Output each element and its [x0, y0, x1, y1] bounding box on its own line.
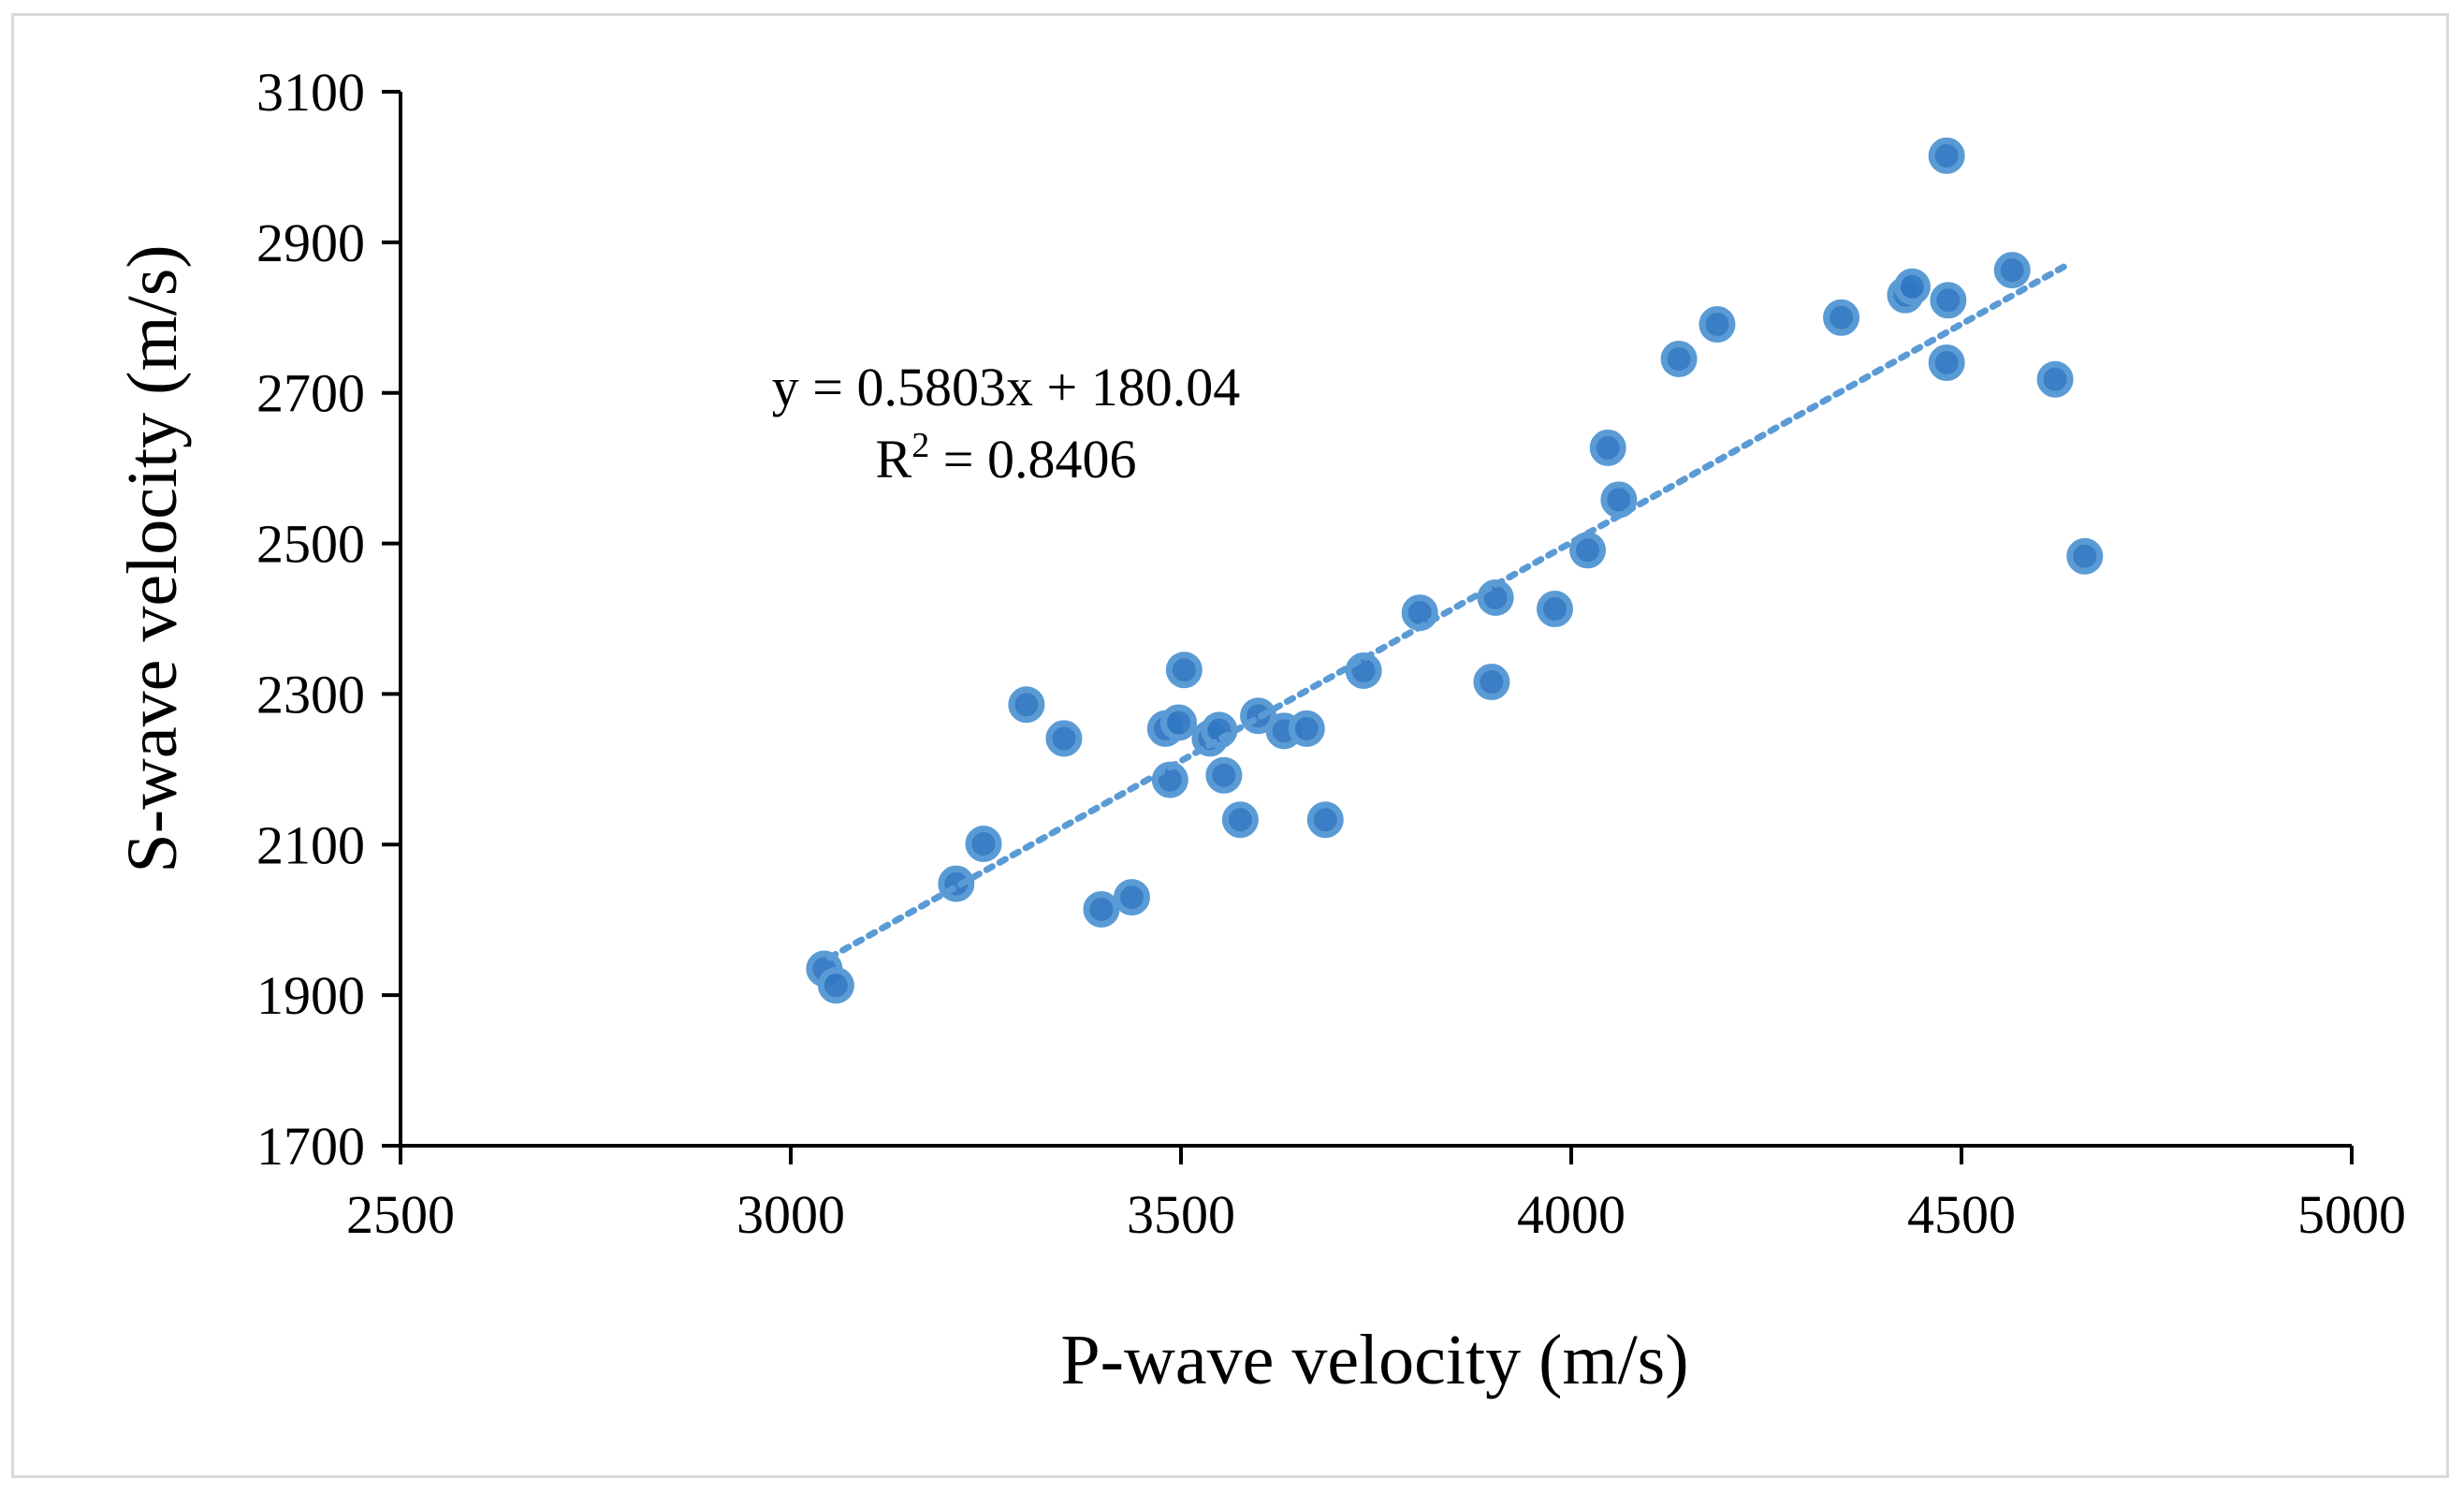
y-tick-label: 1700	[256, 1116, 365, 1177]
r-squared-superscript: 2	[911, 426, 929, 465]
data-point	[1306, 801, 1344, 839]
y-tick-label: 3100	[256, 62, 365, 123]
x-tick-label: 5000	[2297, 1184, 2406, 1245]
labels-layer: P-wave velocity (m/s) S-wave velocity (m…	[113, 244, 1689, 1399]
data-point	[817, 967, 854, 1004]
r-squared-prefix: R	[876, 429, 912, 490]
r-squared-label: R2 = 0.8406	[876, 426, 1137, 490]
data-point	[965, 825, 1002, 862]
data-point	[1113, 879, 1150, 916]
data-point	[2066, 537, 2104, 575]
r-squared-value: = 0.8406	[929, 429, 1136, 490]
trendline-equation: y = 0.5803x + 180.04	[772, 357, 1240, 417]
y-tick-label: 2100	[256, 814, 365, 875]
data-point	[1221, 801, 1259, 839]
data-point	[1928, 344, 1965, 382]
x-tick-label: 3000	[736, 1184, 845, 1245]
y-axis-title: S-wave velocity (m/s)	[113, 244, 192, 872]
trendline-layer	[826, 259, 2075, 961]
chart-frame	[11, 13, 2449, 1478]
y-tick-label: 2500	[256, 514, 365, 575]
x-tick-label: 4500	[1907, 1184, 2016, 1245]
points-layer	[806, 137, 2104, 1004]
y-tick-label: 2700	[256, 363, 365, 424]
y-tick-label: 1900	[256, 965, 365, 1026]
data-point	[1201, 711, 1238, 749]
data-point	[1699, 306, 1736, 344]
y-tick-label: 2300	[256, 664, 365, 725]
data-point	[2036, 360, 2074, 398]
axes: 1700 1900 2100 2300 2500 2700 2900 3100 2500 3000…	[256, 62, 2406, 1245]
data-point	[1893, 268, 1931, 305]
data-point	[1930, 282, 1967, 319]
data-point	[1536, 591, 1573, 628]
data-point	[1589, 429, 1626, 466]
data-point	[1205, 756, 1243, 794]
x-tick-label: 4000	[1517, 1184, 1626, 1245]
data-point	[1165, 651, 1203, 689]
data-point	[1288, 710, 1325, 747]
x-tick-label: 3500	[1127, 1184, 1235, 1245]
data-point	[1823, 299, 1860, 336]
y-tick-label: 2900	[256, 212, 365, 273]
x-axis-title: P-wave velocity (m/s)	[1060, 1321, 1688, 1399]
data-point	[1993, 252, 2031, 289]
data-point	[1045, 720, 1083, 757]
trendline	[826, 259, 2075, 961]
data-point	[1083, 890, 1120, 928]
data-point	[1660, 341, 1698, 378]
data-point	[1473, 664, 1510, 701]
x-tick-label: 2500	[346, 1184, 455, 1245]
data-point	[1008, 686, 1045, 724]
data-point	[1928, 137, 1965, 174]
data-point	[1159, 704, 1197, 741]
